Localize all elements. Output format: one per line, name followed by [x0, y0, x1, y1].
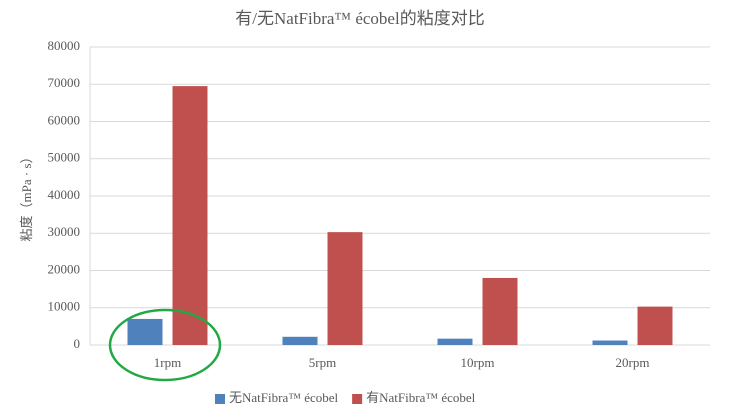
- legend-label: 无NatFibra™ écobel: [229, 390, 339, 405]
- y-tick-label: 60000: [48, 112, 81, 127]
- bar: [637, 306, 673, 345]
- bar: [437, 338, 473, 345]
- y-tick-label: 70000: [48, 75, 81, 90]
- bar: [327, 232, 363, 345]
- legend-swatch: [352, 394, 363, 404]
- bar: [592, 340, 628, 345]
- legend-label: 有NatFibra™ écobel: [366, 390, 476, 405]
- y-tick-label: 50000: [48, 150, 81, 165]
- y-tick-label: 20000: [48, 261, 81, 276]
- y-tick-label: 80000: [48, 38, 81, 53]
- y-axis-label: 粘度（mPa · s）: [19, 150, 34, 241]
- x-tick-label: 1rpm: [154, 355, 181, 370]
- y-tick-label: 30000: [48, 224, 81, 239]
- chart-title: 有/无NatFibra™ écobel的粘度对比: [235, 9, 484, 28]
- x-tick-label: 20rpm: [616, 355, 650, 370]
- bar: [482, 277, 518, 345]
- y-tick-label: 10000: [48, 299, 81, 314]
- bar: [127, 318, 163, 345]
- bar: [282, 336, 318, 345]
- y-tick-label: 40000: [48, 187, 81, 202]
- bar: [172, 86, 208, 346]
- x-tick-label: 10rpm: [461, 355, 495, 370]
- legend-swatch: [215, 394, 225, 404]
- highlight-ellipse: [108, 308, 222, 382]
- y-tick-label: 0: [74, 336, 81, 351]
- x-tick-label: 5rpm: [309, 355, 336, 370]
